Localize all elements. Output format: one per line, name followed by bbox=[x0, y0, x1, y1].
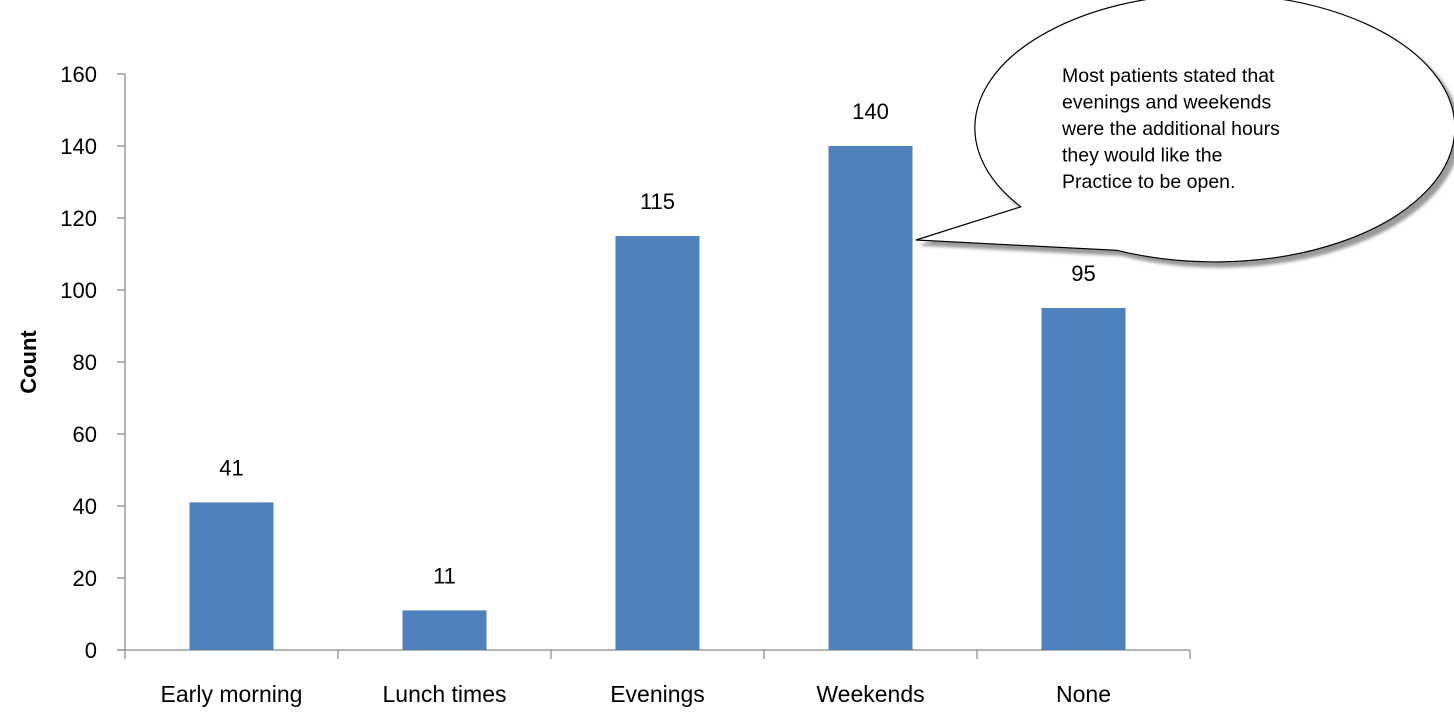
y-tick-label: 40 bbox=[73, 494, 97, 519]
x-category-label: Early morning bbox=[161, 681, 303, 707]
y-tick-label: 140 bbox=[60, 134, 97, 159]
y-tick-label: 60 bbox=[73, 422, 97, 447]
callout-text-line: they would like the bbox=[1062, 145, 1222, 167]
callout: Most patients stated that evenings and we… bbox=[915, 0, 1454, 263]
x-category-label: Lunch times bbox=[382, 681, 506, 707]
data-label: 95 bbox=[1071, 261, 1095, 286]
bar-weekends bbox=[828, 146, 913, 650]
axes-layer: 0 20 40 60 80 100 120 140 160 Count bbox=[16, 62, 1191, 663]
y-tick-label: 20 bbox=[73, 566, 97, 591]
labels-layer: 41 Early morning 11 Lunch times 115 Evenings 1… bbox=[161, 99, 1111, 707]
data-label: 41 bbox=[219, 455, 243, 480]
callout-text-line: were the additional hours bbox=[1061, 118, 1280, 140]
callout-text-line: Practice to be open. bbox=[1062, 171, 1235, 193]
x-category-label: Evenings bbox=[610, 681, 705, 707]
y-tick-label: 120 bbox=[60, 206, 97, 231]
bar-none bbox=[1041, 308, 1126, 650]
y-tick-label: 80 bbox=[73, 350, 97, 375]
bar-evenings bbox=[615, 236, 700, 650]
callout-text-line: evenings and weekends bbox=[1062, 92, 1271, 114]
bar-early-morning bbox=[189, 502, 274, 650]
x-category-label: Weekends bbox=[816, 681, 924, 707]
y-axis-title: Count bbox=[16, 330, 41, 394]
callout-bubble bbox=[915, 0, 1454, 263]
bars-layer bbox=[189, 146, 1126, 650]
data-label: 11 bbox=[433, 563, 456, 588]
data-label: 140 bbox=[852, 99, 889, 124]
callout-text-line: Most patients stated that bbox=[1062, 65, 1275, 87]
y-tick-label: 160 bbox=[60, 62, 97, 87]
y-tick-label: 0 bbox=[85, 638, 97, 663]
y-tick-label: 100 bbox=[60, 278, 97, 303]
x-category-label: None bbox=[1056, 681, 1111, 707]
bar-lunch-times bbox=[402, 610, 487, 650]
data-label: 115 bbox=[640, 189, 675, 214]
